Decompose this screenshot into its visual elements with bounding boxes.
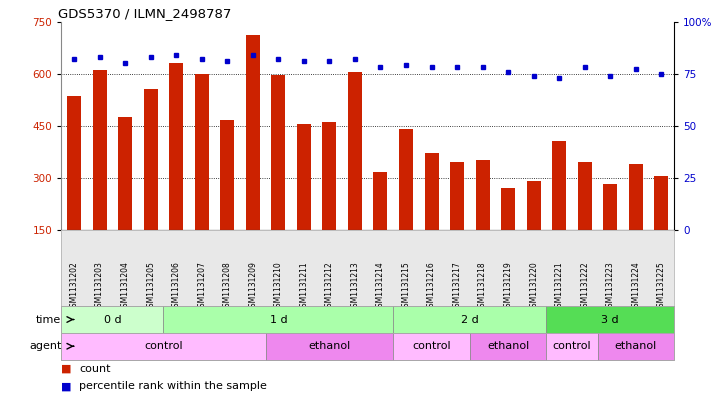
Bar [61,333,265,360]
Bar [143,89,158,230]
Bar [195,73,209,230]
Text: control: control [553,341,591,351]
Text: count: count [79,364,111,373]
Bar [425,153,438,230]
Bar [373,173,387,230]
Bar [501,188,516,230]
Text: agent: agent [29,341,61,351]
Bar [598,333,674,360]
Bar [92,70,107,230]
Text: percentile rank within the sample: percentile rank within the sample [79,381,267,391]
Text: 0 d: 0 d [104,314,121,325]
Text: GDS5370 / ILMN_2498787: GDS5370 / ILMN_2498787 [58,7,231,20]
Bar [220,120,234,230]
Bar [246,35,260,230]
Bar [322,122,337,230]
Bar [271,75,286,230]
Bar [393,333,470,360]
Bar [348,72,362,230]
Bar [61,306,164,333]
Text: control: control [144,341,182,351]
Bar [470,333,547,360]
Text: 2 d: 2 d [461,314,479,325]
Text: ■: ■ [61,381,72,391]
Bar [164,306,393,333]
Bar [629,163,643,230]
Text: 3 d: 3 d [601,314,619,325]
Text: ethanol: ethanol [615,341,657,351]
Bar [655,176,668,230]
Bar [547,306,674,333]
Text: 1 d: 1 d [270,314,287,325]
Bar [578,162,592,230]
Text: ethanol: ethanol [309,341,350,351]
Bar [399,129,413,230]
Text: control: control [412,341,451,351]
Text: ■: ■ [61,364,72,373]
Bar [552,141,566,230]
Text: time: time [36,314,61,325]
Bar [603,184,617,230]
Bar [476,160,490,230]
Text: ethanol: ethanol [487,341,529,351]
Bar [450,162,464,230]
Bar [265,333,393,360]
Bar [547,333,598,360]
Bar [118,117,132,230]
Bar [169,63,183,230]
Bar [297,124,311,230]
Bar [67,96,81,230]
Bar [393,306,547,333]
Bar [526,181,541,230]
